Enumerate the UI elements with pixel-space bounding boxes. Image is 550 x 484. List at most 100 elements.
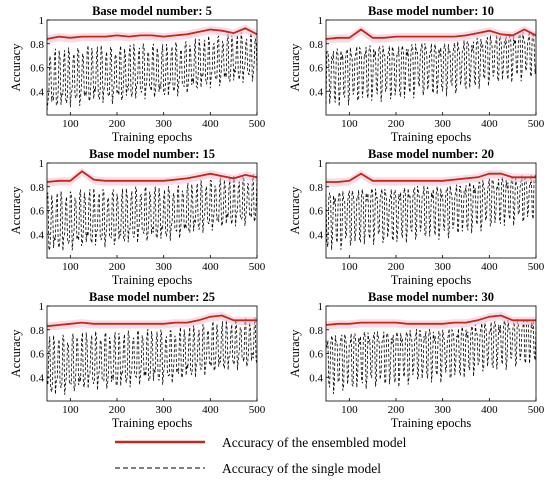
y-tick-label: 0.8 <box>309 325 323 337</box>
x-axis-label: Training epochs <box>391 416 472 430</box>
x-tick-label: 500 <box>249 261 266 273</box>
ensemble-band <box>47 167 257 187</box>
x-tick-label: 200 <box>388 118 405 130</box>
ensemble-band <box>326 311 536 330</box>
y-tick-label: 0.8 <box>309 39 323 51</box>
y-tick-label: 1 <box>318 158 324 170</box>
x-tick-label: 200 <box>109 261 126 273</box>
y-tick-label: 1 <box>318 15 324 27</box>
y-tick-label: 0.6 <box>30 63 44 75</box>
x-tick-label: 500 <box>249 404 266 416</box>
x-tick-label: 300 <box>155 261 172 273</box>
legend: Accuracy of the ensembled model Accuracy… <box>115 435 407 476</box>
x-tick-label: 400 <box>481 118 498 130</box>
ensemble-model-series <box>46 170 258 183</box>
y-tick-label: 0.4 <box>30 229 44 241</box>
y-axis-label: Accuracy <box>9 329 23 378</box>
chart-panels: Base model number: 5 100 200 300 400 500 0.4 0.… <box>9 4 545 430</box>
panel-title: Base model number: 10 <box>368 4 494 18</box>
x-tick-label: 400 <box>202 404 219 416</box>
x-tick-label: 100 <box>62 118 79 130</box>
x-axis-label: Training epochs <box>112 130 193 144</box>
ensemble-model-series <box>46 314 257 328</box>
x-tick-label: 300 <box>434 261 451 273</box>
single-model-series <box>325 174 537 250</box>
x-tick-label: 200 <box>388 404 405 416</box>
x-tick-label: 300 <box>434 404 451 416</box>
y-tick-label: 0.4 <box>309 229 323 241</box>
x-tick-label: 400 <box>202 118 219 130</box>
x-axis-label: Training epochs <box>112 273 193 287</box>
panel-title: Base model number: 20 <box>368 147 494 161</box>
y-tick-label: 0.6 <box>309 349 323 361</box>
y-tick-label: 0.6 <box>309 63 323 75</box>
single-model-series <box>46 32 258 111</box>
x-axis-label: Training epochs <box>112 416 193 430</box>
panel-title: Base model number: 5 <box>92 4 212 18</box>
x-tick-label: 500 <box>249 118 266 130</box>
x-tick-label: 100 <box>62 404 79 416</box>
x-tick-label: 200 <box>109 118 126 130</box>
ensemble-band <box>326 25 536 44</box>
x-tick-label: 500 <box>528 261 545 273</box>
ensemble-model-series <box>46 27 258 40</box>
x-tick-label: 100 <box>341 404 358 416</box>
x-axis-label: Training epochs <box>391 273 472 287</box>
y-axis-label: Accuracy <box>288 329 302 378</box>
x-tick-label: 400 <box>481 261 498 273</box>
y-tick-label: 0.8 <box>30 182 44 194</box>
x-tick-label: 300 <box>155 404 172 416</box>
y-tick-label: 0.4 <box>30 372 44 384</box>
y-tick-label: 1 <box>39 158 45 170</box>
y-axis-label: Accuracy <box>9 186 23 235</box>
y-axis-label: Accuracy <box>288 186 302 235</box>
y-tick-label: 0.4 <box>30 86 44 98</box>
x-tick-label: 300 <box>155 118 172 130</box>
legend-ensemble-label: Accuracy of the ensembled model <box>222 435 407 450</box>
y-tick-label: 1 <box>318 301 324 313</box>
x-tick-label: 200 <box>388 261 405 273</box>
x-tick-label: 400 <box>481 404 498 416</box>
y-tick-label: 0.8 <box>309 182 323 194</box>
ensemble-model-series <box>325 28 537 40</box>
y-tick-label: 1 <box>39 15 45 27</box>
y-tick-label: 0.6 <box>30 349 44 361</box>
chart-panel-2: Base model number: 10 100 200 300 400 500 0.4 0… <box>288 4 545 144</box>
single-model-series <box>46 174 258 251</box>
ensemble-band <box>47 24 257 44</box>
chart-panel-3: Base model number: 15 100 200 300 400 500 0.4 0… <box>9 147 266 287</box>
y-tick-label: 0.4 <box>309 86 323 98</box>
legend-single-label: Accuracy of the single model <box>222 461 381 476</box>
x-axis-label: Training epochs <box>391 130 472 144</box>
y-tick-label: 0.8 <box>30 325 44 337</box>
x-tick-label: 500 <box>528 118 545 130</box>
y-tick-label: 0.6 <box>309 206 323 218</box>
panel-title: Base model number: 25 <box>89 290 215 304</box>
single-model-series <box>46 317 258 395</box>
chart-panel-6: Base model number: 30 100 200 300 400 500 0.4 0… <box>288 290 545 430</box>
single-model-series <box>325 31 537 107</box>
single-model-series <box>325 318 537 394</box>
y-axis-label: Accuracy <box>9 43 23 92</box>
chart-panel-4: Base model number: 20 100 200 300 400 500 0.4 0… <box>288 147 545 287</box>
x-tick-label: 100 <box>341 118 358 130</box>
x-tick-label: 200 <box>109 404 126 416</box>
x-tick-label: 100 <box>341 261 358 273</box>
panel-title: Base model number: 30 <box>368 290 494 304</box>
x-tick-label: 300 <box>434 118 451 130</box>
y-tick-label: 0.6 <box>30 206 44 218</box>
x-tick-label: 100 <box>62 261 79 273</box>
ensemble-model-series <box>326 172 536 183</box>
chart-panel-1: Base model number: 5 100 200 300 400 500 0.4 0.… <box>9 4 266 144</box>
y-tick-label: 1 <box>39 301 45 313</box>
ensemble-band <box>326 170 536 187</box>
y-axis-label: Accuracy <box>288 43 302 92</box>
chart-panel-5: Base model number: 25 100 200 300 400 500 0.4 0… <box>9 290 266 430</box>
panel-title: Base model number: 15 <box>89 147 215 161</box>
y-tick-label: 0.4 <box>309 372 323 384</box>
ensemble-band <box>47 311 257 331</box>
y-tick-label: 0.8 <box>30 39 44 51</box>
x-tick-label: 400 <box>202 261 219 273</box>
ensemble-model-series <box>325 314 536 326</box>
